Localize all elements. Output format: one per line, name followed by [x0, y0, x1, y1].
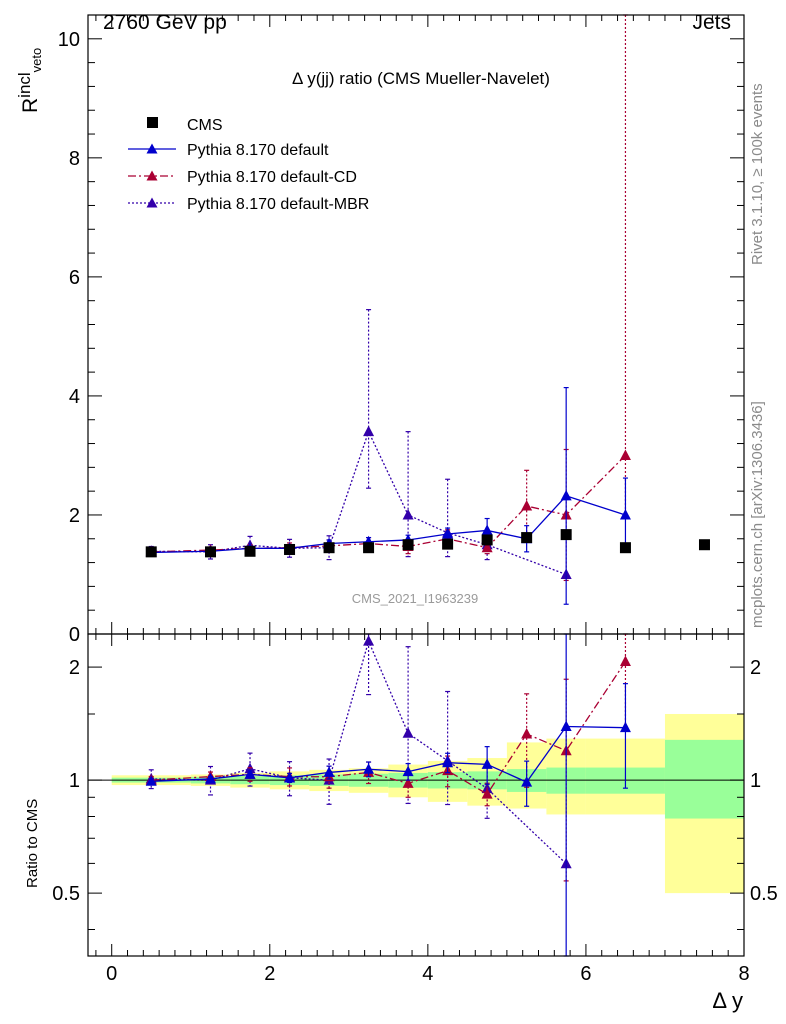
series-line-default: [151, 495, 626, 554]
ratio-point-cd-11: [619, 655, 631, 667]
ratio-point-cd-8: [481, 788, 493, 799]
ratio-point-mbr-5: [363, 635, 375, 646]
y-axis-label-sup: incl: [15, 72, 34, 98]
y-tick-label-0: 0: [69, 624, 80, 646]
y-tick-label-5: 10: [58, 29, 80, 51]
point-cd-8: [481, 541, 493, 553]
x-tick-label-4: 8: [738, 963, 749, 985]
ratio-y-tick-label-left-1: 1: [69, 770, 80, 792]
ratio-point-default-0: [145, 775, 157, 786]
header-right: Jets: [692, 11, 731, 34]
legend-label-cd: Pythia 8.170 default-CD: [187, 169, 357, 186]
x-axis-label: Δ y: [712, 988, 743, 1013]
point-cms-4: [323, 542, 335, 554]
ratio-point-default-7: [442, 756, 454, 768]
svg-text:Rinclveto: Rinclveto: [15, 48, 44, 113]
y-tick-label-4: 8: [69, 148, 80, 170]
point-default-10: [560, 489, 572, 501]
ratio-point-default-4: [323, 766, 335, 777]
point-mbr-5: [363, 425, 375, 437]
ratio-point-default-8: [481, 758, 493, 769]
ratio-band-green-12: [664, 739, 744, 819]
ratio-panel-frame: [87, 633, 745, 957]
x-tick-label-3: 6: [580, 963, 591, 985]
legend-item-mbr: Pythia 8.170 default-MBR: [128, 196, 369, 213]
header-left: 2760 GeV pp: [103, 11, 227, 34]
point-mbr-6: [402, 508, 414, 520]
ratio-point-default-10: [560, 720, 572, 732]
y-axis-label: Rinclveto: [15, 48, 44, 113]
y-tick-label-1: 2: [69, 505, 80, 527]
legend-marker-default: [146, 143, 158, 154]
point-cms-10: [560, 529, 572, 541]
point-cms-0: [145, 546, 157, 558]
point-cms-7: [442, 538, 454, 550]
rivet-label: Rivet 3.1.10, ≥ 100k events: [749, 83, 766, 265]
y-axis-label-main: R: [19, 98, 42, 113]
ratio-bands: [111, 713, 744, 894]
point-cd-9: [521, 500, 533, 511]
legend-item-cms: CMS: [147, 117, 223, 134]
x-tick-label-1: 2: [264, 963, 275, 985]
ratio-point-mbr-6: [402, 727, 414, 738]
chart-title: Δ y(jj) ratio (CMS Mueller-Navelet): [292, 69, 550, 88]
legend-marker-cms: [147, 117, 158, 128]
ratio-y-tick-label-left-0: 0.5: [52, 883, 80, 905]
ratio-point-cd-9: [521, 727, 533, 739]
legend-label-default: Pythia 8.170 default: [187, 142, 329, 159]
ratio-point-cd-6: [402, 777, 414, 788]
legend: CMS Pythia 8.170 default Pythia 8.170 de…: [128, 117, 369, 213]
ratio-y-tick-label-right-1: 1: [750, 770, 761, 792]
ratio-line-mbr: [151, 639, 567, 865]
point-cms-3: [284, 543, 296, 555]
ratio-y-tick-label-right-0: 0.5: [750, 883, 778, 905]
series-line-mbr: [151, 429, 567, 576]
ratio-point-default-5: [363, 763, 375, 774]
legend-item-cd: Pythia 8.170 default-CD: [128, 169, 357, 186]
ratio-point-default-1: [205, 772, 217, 784]
legend-label-mbr: Pythia 8.170 default-MBR: [187, 196, 369, 213]
ratio-point-default-6: [402, 765, 414, 777]
ratio-point-default-9: [521, 776, 533, 787]
point-cms-6: [402, 539, 414, 551]
ratio-y-axis-label: Ratio to CMS: [24, 799, 41, 888]
main-panel-frame: [87, 14, 745, 635]
point-cms-12: [698, 539, 710, 551]
point-default-8: [481, 524, 493, 535]
ratio-point-default-2: [244, 768, 256, 779]
y-axis-label-sub: veto: [29, 48, 44, 73]
point-cms-2: [244, 545, 256, 557]
point-cd-11: [619, 449, 631, 460]
ratio-series: [145, 633, 631, 957]
legend-item-default: Pythia 8.170 default: [128, 142, 329, 159]
legend-label-cms: CMS: [187, 117, 223, 134]
y-tick-label-3: 6: [69, 267, 80, 289]
main-series: [145, 14, 710, 605]
point-cms-5: [363, 542, 375, 554]
point-default-7: [442, 528, 454, 539]
ratio-point-default-3: [284, 771, 296, 783]
ratio-line-default: [151, 725, 626, 783]
x-tick-label-0: 0: [106, 963, 117, 985]
point-default-11: [619, 508, 631, 520]
point-cms-9: [521, 532, 533, 544]
mcplots-label: mcplots.cern.ch [arXiv:1306.3436]: [749, 401, 766, 628]
series-line-cd: [151, 454, 626, 553]
point-cms-11: [619, 542, 631, 554]
ratio-point-default-11: [619, 721, 631, 733]
legend-marker-mbr: [146, 197, 158, 208]
x-tick-label-2: 4: [422, 963, 433, 985]
watermark-label: CMS_2021_I1963239: [352, 591, 479, 606]
axes: 0 2 4 6 8 0 2 4 6 8 10 0.5 0.5 1 1 2 2: [52, 14, 778, 985]
legend-marker-cd: [146, 170, 158, 181]
ratio-y-tick-label-right-2: 2: [750, 657, 761, 679]
y-tick-label-2: 4: [69, 386, 80, 408]
ratio-y-tick-label-left-2: 2: [69, 657, 80, 679]
point-cms-8: [481, 534, 493, 546]
point-cms-1: [205, 546, 217, 558]
